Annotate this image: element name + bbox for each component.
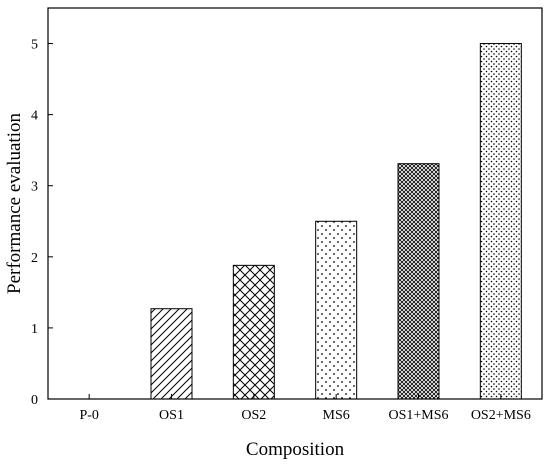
y-tick-label: 0 xyxy=(31,393,38,408)
x-tick-label: P-0 xyxy=(79,408,98,423)
bar-os1-ms6 xyxy=(397,163,440,400)
x-tick-label: OS1+MS6 xyxy=(388,408,448,423)
y-tick-label: 3 xyxy=(31,180,38,195)
ticks-group: P-0 OS1 OS2 MS6 OS1+MS6 OS2+MS6 0 1 2 3 4 5 xyxy=(31,38,531,423)
bar-os2-ms6 xyxy=(479,43,522,400)
x-tick-label: MS6 xyxy=(323,408,350,423)
x-tick-label: OS2 xyxy=(241,408,266,423)
x-axis-title: Composition xyxy=(246,439,345,460)
bar-os1 xyxy=(150,308,193,400)
y-axis-title: Performance evaluation xyxy=(4,113,25,294)
bar-os2 xyxy=(232,264,275,400)
bar-ms6 xyxy=(315,220,358,400)
y-tick-label: 1 xyxy=(31,322,38,337)
y-tick-label: 2 xyxy=(31,251,38,266)
bars-group xyxy=(150,43,522,400)
plot-frame xyxy=(47,7,543,400)
x-tick-label: OS1 xyxy=(159,408,184,423)
y-tick-label: 4 xyxy=(31,109,38,124)
x-tick-label: OS2+MS6 xyxy=(471,408,531,423)
y-tick-label: 5 xyxy=(31,38,38,53)
